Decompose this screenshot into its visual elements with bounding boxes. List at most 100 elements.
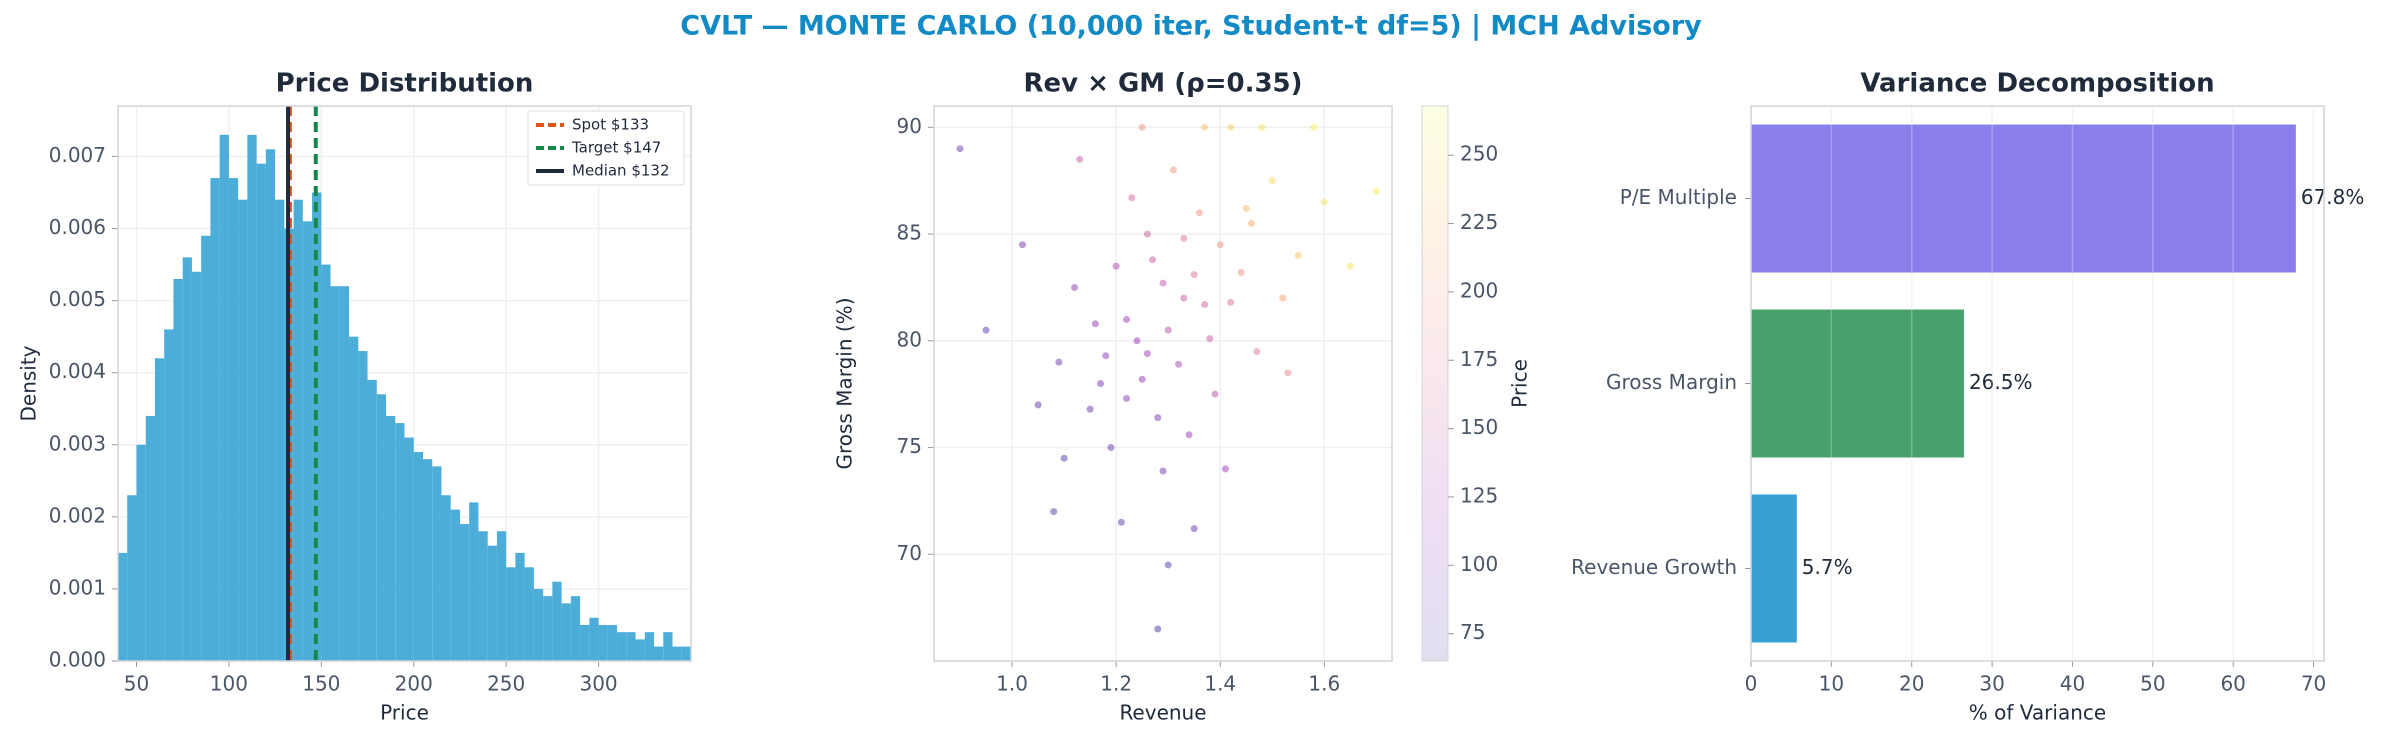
colorbar-tick-label: 175: [1460, 347, 1498, 371]
x-tick-label: 1.0: [996, 672, 1028, 696]
scatter-point: [1206, 335, 1214, 343]
colorbar-tick-label: 225: [1460, 210, 1498, 234]
histogram-bar: [210, 178, 220, 661]
histogram-bar: [219, 134, 229, 661]
scatter-point: [1268, 177, 1276, 185]
x-tick-label: 30: [1979, 672, 2004, 696]
scatter-point: [1227, 123, 1235, 131]
x-tick-label: 100: [210, 672, 248, 696]
value-label: 26.5%: [1969, 370, 2033, 394]
scatter-point: [1154, 625, 1162, 633]
x-tick-label: 50: [2140, 672, 2165, 696]
histogram-bar: [469, 502, 479, 661]
scatter-point: [1164, 326, 1172, 334]
scatter-point: [1372, 187, 1380, 195]
scatter-point: [1253, 347, 1261, 355]
scatter-point: [1076, 155, 1084, 163]
histogram-bar: [302, 221, 313, 661]
histogram-bar: [552, 581, 562, 661]
y-tick-label: 80: [897, 327, 922, 351]
histogram-bar: [136, 444, 146, 661]
scatter-point: [1143, 350, 1151, 358]
colorbar-tick-label: 75: [1460, 620, 1485, 644]
scatter-point: [1138, 375, 1146, 383]
scatter-point: [1221, 465, 1229, 473]
scatter-point: [956, 145, 964, 153]
colorbar-tick-label: 200: [1460, 278, 1498, 302]
histogram-bar: [164, 329, 174, 661]
histogram-bar: [201, 235, 211, 661]
bar: [1751, 124, 2296, 273]
x-tick-label: 250: [487, 672, 525, 696]
histogram-bar: [543, 596, 553, 661]
scatter-point: [1018, 241, 1026, 249]
x-tick-label: 10: [1819, 672, 1844, 696]
histogram-bar: [256, 163, 266, 661]
histogram-bar: [395, 423, 405, 661]
scatter-point: [1180, 294, 1188, 302]
y-tick-label: 85: [897, 221, 922, 245]
x-tick-label: 0: [1745, 672, 1758, 696]
scatter-point: [1034, 401, 1042, 409]
histogram-bar: [506, 567, 516, 661]
scatter-point: [1346, 262, 1354, 270]
scatter-point: [1294, 251, 1302, 259]
scatter-point: [1143, 230, 1151, 238]
histogram-bar: [598, 624, 608, 661]
colorbar-tick-label: 125: [1460, 483, 1498, 507]
y-tick-label: 0.007: [49, 143, 106, 167]
histogram-bar: [422, 459, 433, 661]
histogram-bar: [459, 524, 470, 661]
scatter-point: [1279, 294, 1287, 302]
histogram-bar: [145, 415, 155, 661]
histogram-bar: [321, 264, 331, 661]
x-tick-label: 1.2: [1100, 672, 1132, 696]
histogram-bar: [293, 199, 303, 661]
histogram-bar: [191, 271, 202, 661]
y-tick-label: P/E Multiple: [1620, 185, 1737, 209]
histogram-bar: [635, 639, 645, 661]
legend-label: Spot $133: [572, 116, 649, 134]
scatter-point: [1117, 518, 1125, 526]
scatter-point: [1149, 256, 1157, 264]
scatter-point: [1190, 271, 1198, 279]
scatter-point: [1310, 123, 1318, 131]
scatter-point: [1102, 352, 1110, 360]
y-tick-label: 0.003: [49, 431, 106, 455]
axes-frame: [933, 105, 1393, 662]
histogram-bar: [238, 199, 248, 661]
histogram-bar: [441, 495, 451, 661]
histogram-bar: [182, 257, 192, 661]
scatter-point: [1159, 279, 1167, 287]
histogram-bar: [663, 632, 673, 661]
figure-title: CVLT — MONTE CARLO (10,000 iter, Student…: [680, 11, 1702, 42]
scatter-point: [1138, 123, 1146, 131]
x-tick-label: 1.4: [1204, 672, 1236, 696]
histogram-bar: [515, 552, 525, 661]
colorbar-label: Price: [1508, 359, 1532, 408]
legend-box: [527, 110, 685, 186]
scatter-point: [1091, 320, 1099, 328]
scatter-point: [1071, 283, 1079, 291]
histogram-bar: [654, 646, 664, 661]
scatter-point: [1180, 234, 1188, 242]
histogram-bar: [330, 286, 340, 661]
value-label: 5.7%: [1802, 555, 1853, 579]
histogram-bar: [247, 134, 257, 661]
colorbar: [1421, 105, 1449, 662]
scatter-point: [1247, 219, 1255, 227]
scatter-point: [1050, 508, 1058, 516]
y-tick-label: 75: [897, 434, 922, 458]
x-tick-label: 200: [395, 672, 433, 696]
y-tick-label: 0.002: [49, 503, 106, 527]
histogram-bar: [524, 567, 534, 661]
scatter-point: [1190, 525, 1198, 533]
x-tick-label: 60: [2220, 672, 2245, 696]
x-tick-label: 1.6: [1308, 672, 1340, 696]
histogram-bar: [339, 286, 350, 661]
scatter-point: [1097, 380, 1105, 387]
scatter-point: [1154, 414, 1162, 422]
scatter-point: [1320, 198, 1328, 206]
histogram-bar: [672, 646, 682, 661]
histogram-bar: [118, 552, 128, 661]
